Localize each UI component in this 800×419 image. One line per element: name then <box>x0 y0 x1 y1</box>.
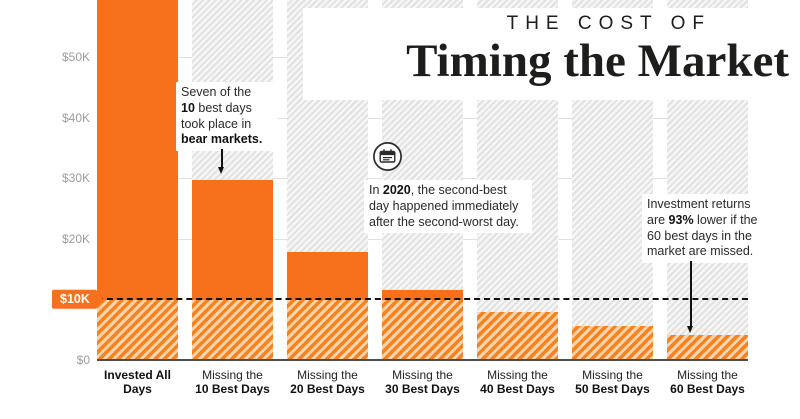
text-segment: 60 best days in the <box>647 228 752 243</box>
text-segment: 60 Best Days <box>670 382 745 396</box>
bar <box>287 252 368 360</box>
text-segment: 20 Best Days <box>290 382 365 396</box>
bar-below-threshold-hatch <box>97 299 178 360</box>
calendar-icon <box>372 141 403 172</box>
main-title: Timing the Market <box>406 35 789 87</box>
threshold-tag-label: $10K <box>60 292 90 307</box>
annotation-93-percent: Investment returns are 93% lower if the 60… <box>642 194 774 263</box>
x-axis-label: Missing the 50 Best Days <box>572 368 653 396</box>
x-axis-line <box>97 358 748 361</box>
text-segment: market are missed. <box>647 244 754 259</box>
text-segment: In <box>369 183 383 197</box>
bar <box>382 290 463 360</box>
x-axis-labels: Invested All Days Missing the 10 Best Days… <box>97 368 748 396</box>
bar-below-threshold-hatch <box>477 311 558 360</box>
bar-below-threshold-hatch <box>667 334 748 360</box>
text-segment: Missing the <box>677 368 738 382</box>
title-kicker: THE COST OF <box>506 13 711 34</box>
text-segment: after the second-worst day. <box>369 214 519 229</box>
text-segment: took place in <box>181 116 252 131</box>
x-axis-label: Invested All Days <box>97 368 178 396</box>
threshold-tag: $10K <box>52 290 97 309</box>
y-axis-tick-label: $30K <box>61 171 90 186</box>
x-axis-label: Missing the 30 Best Days <box>382 368 463 396</box>
text-segment: Invested All Days <box>104 368 171 396</box>
text-segment: Missing the <box>297 368 358 382</box>
annotation-bear-markets: Seven of the 10 best days took place in bea… <box>176 82 278 151</box>
title-box: THE COST OF Timing the Market <box>303 8 795 100</box>
text-segment: best days <box>194 100 252 115</box>
text-segment: 2020 <box>382 183 411 197</box>
text-segment: Missing the <box>392 368 453 382</box>
arrow-line <box>221 149 223 168</box>
x-axis-label: Missing the 40 Best Days <box>477 368 558 396</box>
text-segment: 10 <box>181 100 195 115</box>
bar <box>97 0 178 360</box>
x-axis-label: Missing the 10 Best Days <box>192 368 273 396</box>
threshold-dashed-line <box>97 298 748 301</box>
bar <box>477 311 558 360</box>
y-axis-tick-label: $40K <box>61 110 90 125</box>
x-axis-label: Missing the 20 Best Days <box>287 368 368 396</box>
y-axis-tick-label: $0 <box>76 353 90 367</box>
text-segment: Missing the <box>487 368 548 382</box>
arrow-head <box>218 167 225 174</box>
text-segment: 30 Best Days <box>385 382 460 396</box>
text-segment: 40 Best Days <box>480 382 555 396</box>
text-segment: lower if the <box>693 212 758 227</box>
annotation-2020: In 2020, the second-best day happened imm… <box>364 180 532 234</box>
text-segment: Missing the <box>582 368 643 382</box>
text-segment: Investment returns <box>647 197 751 211</box>
y-axis-tick-label: $50K <box>61 50 90 65</box>
text-segment: Seven of the <box>181 85 252 99</box>
bar-below-threshold-hatch <box>287 299 368 360</box>
text-segment: day happened immediately <box>369 198 519 213</box>
text-segment: 93% <box>668 212 694 227</box>
y-axis-tick-label: $20K <box>61 231 90 246</box>
bar <box>192 180 273 360</box>
text-segment: , the second-best <box>410 183 507 197</box>
text-segment: are <box>647 212 669 227</box>
bar-below-threshold-hatch <box>572 325 653 360</box>
text-segment: bear markets. <box>181 132 263 147</box>
text-segment: 10 Best Days <box>195 382 270 396</box>
bar-below-threshold-hatch <box>382 299 463 360</box>
bar <box>572 325 653 360</box>
arrow-head <box>687 326 694 333</box>
text-segment: Missing the <box>202 368 263 382</box>
bar-column <box>192 0 273 360</box>
bar-column <box>97 0 178 360</box>
text-segment: 50 Best Days <box>575 382 650 396</box>
arrow-line <box>690 261 692 327</box>
x-axis-label: Missing the 60 Best Days <box>667 368 748 396</box>
bar <box>667 334 748 360</box>
bar-below-threshold-hatch <box>192 299 273 360</box>
